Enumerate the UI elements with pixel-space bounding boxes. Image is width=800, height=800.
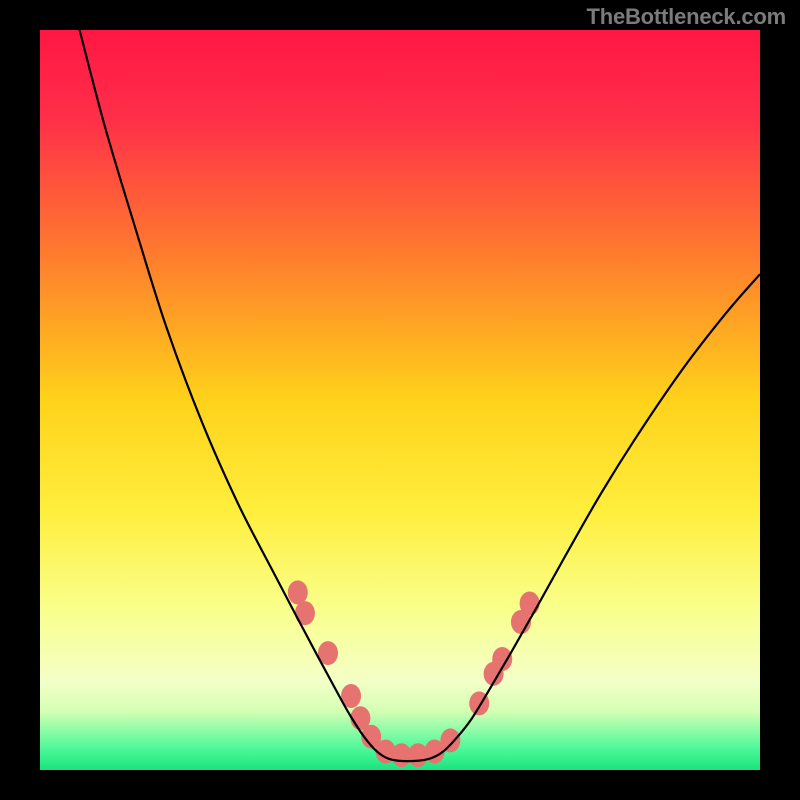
curve-marker	[408, 743, 428, 767]
plot-background	[40, 30, 760, 770]
curve-marker	[295, 601, 315, 625]
bottleneck-chart	[0, 0, 800, 800]
curve-marker	[440, 728, 460, 752]
curve-marker	[288, 580, 308, 604]
chart-root: TheBottleneck.com	[0, 0, 800, 800]
curve-marker	[520, 592, 540, 616]
watermark-text: TheBottleneck.com	[586, 4, 786, 30]
